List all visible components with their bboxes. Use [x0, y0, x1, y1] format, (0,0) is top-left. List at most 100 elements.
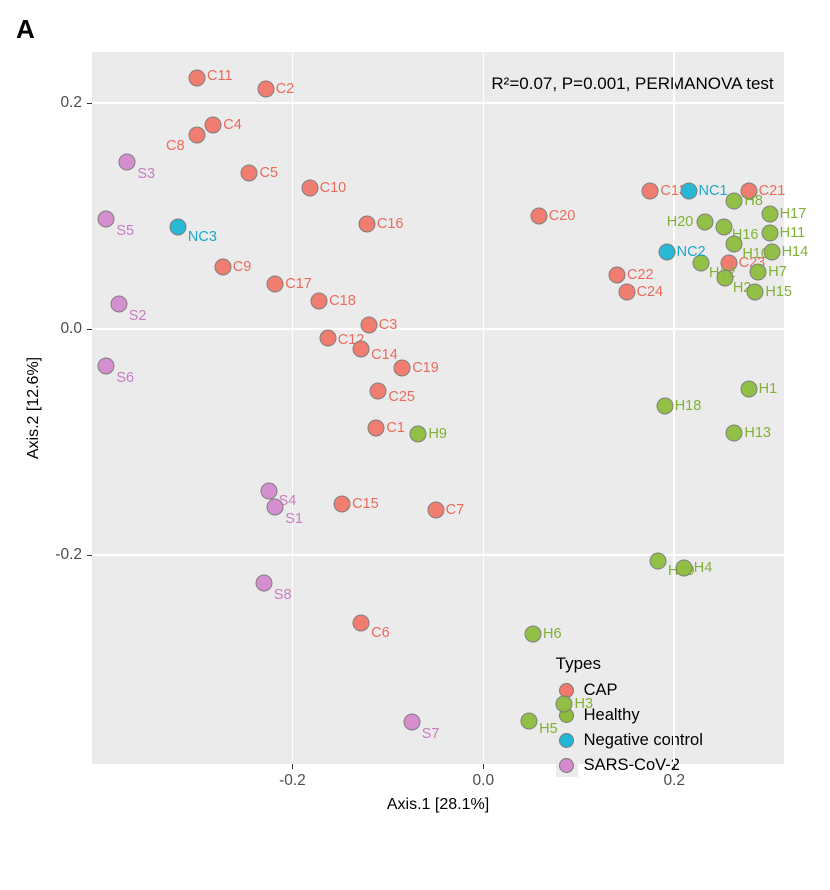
- scatter-point-label: H4: [694, 560, 713, 576]
- y-tick-label: -0.2: [55, 546, 82, 564]
- scatter-point: [747, 283, 764, 300]
- x-tick-mark: [292, 764, 293, 769]
- scatter-point: [257, 81, 274, 98]
- scatter-point-label: C11: [207, 68, 233, 84]
- scatter-point-label: C20: [549, 208, 576, 224]
- legend-key: [556, 755, 578, 777]
- grid-line-vertical: [292, 52, 294, 764]
- scatter-point-label: C5: [259, 165, 278, 181]
- legend-dot-icon: [559, 733, 574, 748]
- scatter-point: [267, 499, 284, 516]
- scatter-point: [188, 69, 205, 86]
- legend-item: Negative control: [556, 730, 703, 752]
- grid-line-vertical: [483, 52, 485, 764]
- scatter-point-label: S8: [274, 587, 292, 603]
- scatter-point-label: NC1: [699, 183, 728, 199]
- scatter-point-label: C7: [446, 502, 465, 518]
- scatter-point: [680, 183, 697, 200]
- legend-item: CAP: [556, 680, 703, 702]
- figure-canvas: A R²=0.07, P=0.001, PERMANOVA test Types…: [0, 0, 830, 890]
- scatter-point: [188, 126, 205, 143]
- scatter-point-label: C16: [377, 216, 404, 232]
- grid-line-horizontal: [92, 328, 784, 330]
- scatter-point-label: H17: [780, 206, 807, 222]
- scatter-point: [761, 205, 778, 222]
- scatter-point-label: C25: [388, 389, 415, 405]
- x-tick-mark: [483, 764, 484, 769]
- scatter-point-label: C8: [166, 138, 185, 154]
- scatter-point-label: C19: [412, 360, 439, 376]
- scatter-point: [370, 383, 387, 400]
- scatter-point: [358, 215, 375, 232]
- scatter-point: [311, 292, 328, 309]
- scatter-point: [255, 575, 272, 592]
- scatter-point: [205, 117, 222, 134]
- scatter-point: [656, 397, 673, 414]
- scatter-point: [740, 380, 757, 397]
- scatter-point-label: NC3: [188, 229, 217, 245]
- scatter-point: [530, 207, 547, 224]
- scatter-point: [608, 266, 625, 283]
- legend-item: Healthy: [556, 705, 703, 727]
- scatter-point-label: S6: [116, 370, 134, 386]
- scatter-point: [726, 193, 743, 210]
- scatter-point-label: C1: [386, 420, 405, 436]
- scatter-plot-panel: R²=0.07, P=0.001, PERMANOVA test Types C…: [92, 52, 784, 764]
- scatter-point-label: H9: [428, 426, 447, 442]
- scatter-point: [98, 358, 115, 375]
- scatter-point: [524, 626, 541, 643]
- scatter-point-label: H11: [780, 225, 806, 241]
- scatter-point: [353, 341, 370, 358]
- legend-label: Negative control: [584, 731, 703, 750]
- scatter-point: [726, 424, 743, 441]
- y-tick-mark: [87, 329, 92, 330]
- x-tick-label: -0.2: [279, 772, 306, 790]
- scatter-point: [98, 211, 115, 228]
- scatter-point-label: H14: [782, 244, 809, 260]
- scatter-point-label: C6: [371, 625, 390, 641]
- scatter-point-label: S5: [116, 223, 134, 239]
- y-tick-label: 0.0: [60, 320, 82, 338]
- scatter-point-label: S2: [129, 308, 147, 324]
- x-tick-mark: [674, 764, 675, 769]
- scatter-point-label: C10: [320, 180, 347, 196]
- scatter-point: [119, 153, 136, 170]
- y-tick-label: 0.2: [60, 94, 82, 112]
- y-tick-mark: [87, 555, 92, 556]
- scatter-point-label: H1: [759, 381, 778, 397]
- legend-label: Healthy: [584, 706, 640, 725]
- scatter-point: [715, 219, 732, 236]
- scatter-point-label: C21: [759, 183, 786, 199]
- scatter-point: [763, 244, 780, 261]
- y-axis-title: Axis.2 [12.6%]: [25, 357, 43, 459]
- legend-title: Types: [556, 654, 703, 674]
- scatter-point: [353, 614, 370, 631]
- scatter-point: [692, 255, 709, 272]
- scatter-point-label: C18: [329, 293, 356, 309]
- scatter-point-label: H15: [765, 284, 792, 300]
- legend: Types CAPHealthyNegative controlSARS-CoV…: [556, 654, 703, 777]
- scatter-point-label: S1: [285, 511, 303, 527]
- scatter-point: [334, 496, 351, 513]
- panel-letter: A: [16, 14, 35, 45]
- x-tick-label: 0.0: [473, 772, 495, 790]
- scatter-point: [556, 696, 573, 713]
- scatter-point: [726, 236, 743, 253]
- legend-label: CAP: [584, 681, 618, 700]
- scatter-point-label: C9: [233, 259, 252, 275]
- scatter-point: [618, 283, 635, 300]
- scatter-point: [319, 329, 336, 346]
- scatter-point: [394, 360, 411, 377]
- x-axis-title: Axis.1 [28.1%]: [387, 796, 489, 814]
- scatter-point-label: S7: [422, 726, 440, 742]
- legend-dot-icon: [559, 758, 574, 773]
- grid-line-horizontal: [92, 102, 784, 104]
- x-tick-label: 0.2: [663, 772, 685, 790]
- scatter-point: [427, 501, 444, 518]
- grid-line-vertical: [673, 52, 675, 764]
- scatter-point-label: H6: [543, 626, 562, 642]
- scatter-point-label: H18: [675, 398, 702, 414]
- scatter-point-label: S3: [137, 166, 155, 182]
- scatter-point-label: H20: [667, 214, 694, 230]
- scatter-point: [267, 275, 284, 292]
